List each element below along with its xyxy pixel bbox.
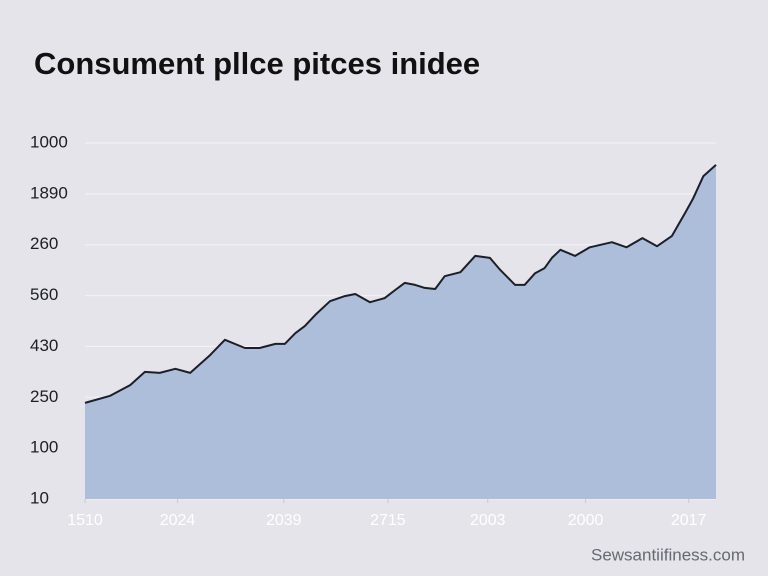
y-tick-label: 1890 [30,183,68,202]
y-tick-label: 250 [30,387,58,406]
y-tick-label: 1000 [30,132,68,151]
area [85,164,716,499]
line [84,164,717,404]
y-tick-label: 430 [30,336,58,355]
x-tick-label: 2000 [568,512,604,529]
chart-title: Consument pllce pitces inidee [34,46,480,81]
source: Sewsantiifiness.com [591,545,745,564]
x-tick-label: 2024 [160,512,196,529]
x-tick-label: 2715 [370,512,406,529]
x-tick-label: 2003 [470,512,506,529]
y-tick-label: 10 [30,488,49,507]
y-tick-label: 260 [30,234,58,253]
y-tick-label: 560 [30,285,58,304]
x-tick-label: 2017 [671,512,707,529]
y-tick-label: 100 [30,438,58,457]
x-tick-label: 1510 [67,512,103,529]
x-tick-label: 2039 [266,512,302,529]
